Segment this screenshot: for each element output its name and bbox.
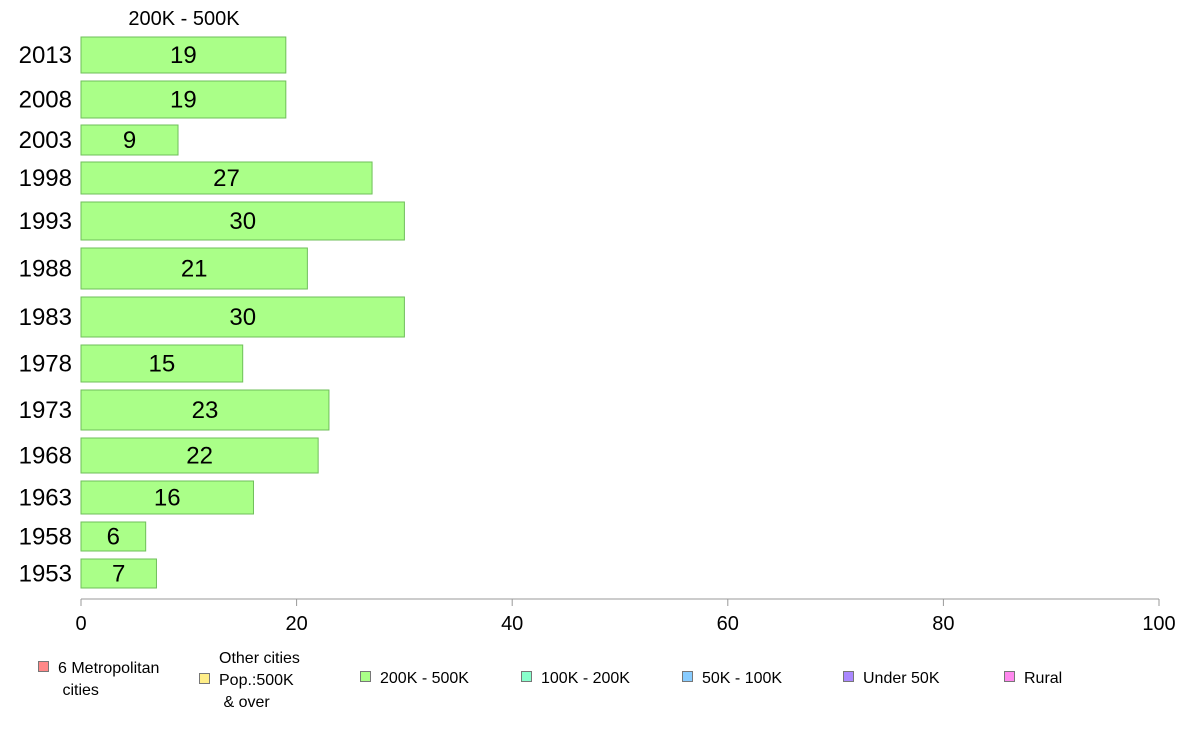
y-tick-label-1973: 1973	[19, 397, 72, 424]
legend-swatch	[38, 661, 49, 672]
x-tick-label-20: 20	[285, 613, 307, 635]
legend-item: Other cities Pop.:500K & over	[199, 648, 300, 714]
legend-item: Rural	[1004, 668, 1062, 690]
y-tick-label-1963: 1963	[19, 485, 72, 512]
y-tick-label-1968: 1968	[19, 443, 72, 470]
legend-label: Other cities Pop.:500K & over	[219, 650, 300, 711]
y-tick-label-1993: 1993	[19, 208, 72, 235]
y-tick-label-1958: 1958	[19, 524, 72, 551]
bar-1973	[80, 389, 330, 431]
y-tick-label-1978: 1978	[19, 351, 72, 378]
bar-2008	[80, 80, 287, 119]
legend-label: 200K - 500K	[380, 670, 469, 687]
y-tick-label-1988: 1988	[19, 256, 72, 283]
bar-2003	[80, 124, 179, 156]
legend-swatch	[843, 671, 854, 682]
bar-1988	[80, 247, 308, 290]
x-tick-label-80: 80	[932, 613, 954, 635]
data-label-1973: 23	[192, 397, 219, 424]
legend-label: 50K - 100K	[702, 670, 783, 687]
legend-swatch	[1004, 671, 1015, 682]
legend-item: 6 Metropolitan cities	[38, 658, 159, 702]
data-label-1978: 15	[148, 351, 175, 378]
data-label-1993: 30	[229, 208, 256, 235]
x-tick-label-100: 100	[1142, 613, 1175, 635]
legend-label: Rural	[1024, 670, 1063, 687]
legend-label: 100K - 200K	[541, 670, 630, 687]
y-tick-label-1998: 1998	[19, 165, 72, 192]
bar-1978	[80, 344, 244, 383]
bar-1968	[80, 437, 319, 474]
y-tick-label-1983: 1983	[19, 304, 72, 331]
x-tick-label-40: 40	[501, 613, 523, 635]
legend-item: 50K - 100K	[682, 668, 782, 690]
data-label-2003: 9	[123, 127, 136, 154]
bar-1983	[80, 296, 405, 338]
legend-item: Under 50K	[843, 668, 940, 690]
legend-swatch	[199, 673, 210, 684]
y-tick-label-2003: 2003	[19, 127, 72, 154]
data-label-1958: 6	[107, 524, 120, 551]
legend-swatch	[360, 671, 371, 682]
legend-item: 200K - 500K	[360, 668, 469, 690]
y-tick-label-2008: 2008	[19, 87, 72, 114]
legend-label: 6 Metropolitan cities	[58, 660, 160, 699]
chart-title: 200K - 500K	[128, 8, 240, 30]
bar-chart: 200K - 500K 19 2013 19 2008 9 2003 27 1998 30 199…	[19, 8, 1176, 635]
legend-swatch	[682, 671, 693, 682]
bar-1998	[80, 161, 373, 195]
bar-1963	[80, 480, 254, 515]
x-tick-label-0: 0	[75, 613, 86, 635]
legend-item: 100K - 200K	[521, 668, 630, 690]
data-label-1953: 7	[112, 561, 125, 588]
bar-1993	[80, 201, 405, 241]
legend-swatch	[521, 671, 532, 682]
bar-2013	[80, 36, 287, 74]
data-label-1983: 30	[229, 304, 256, 331]
bar-1958	[80, 521, 147, 552]
data-label-2013: 19	[170, 42, 197, 69]
data-label-1968: 22	[186, 443, 213, 470]
legend-label: Under 50K	[863, 670, 940, 687]
data-label-1998: 27	[213, 165, 240, 192]
data-label-2008: 19	[170, 87, 197, 114]
y-tick-label-1953: 1953	[19, 561, 72, 588]
data-label-1963: 16	[154, 485, 181, 512]
x-tick-label-60: 60	[717, 613, 739, 635]
data-label-1988: 21	[181, 256, 208, 283]
y-tick-label-2013: 2013	[19, 42, 72, 69]
chart-legend: 6 Metropolitan cities Other cities Pop.:5…	[0, 644, 1188, 736]
bar-1953	[80, 558, 157, 589]
